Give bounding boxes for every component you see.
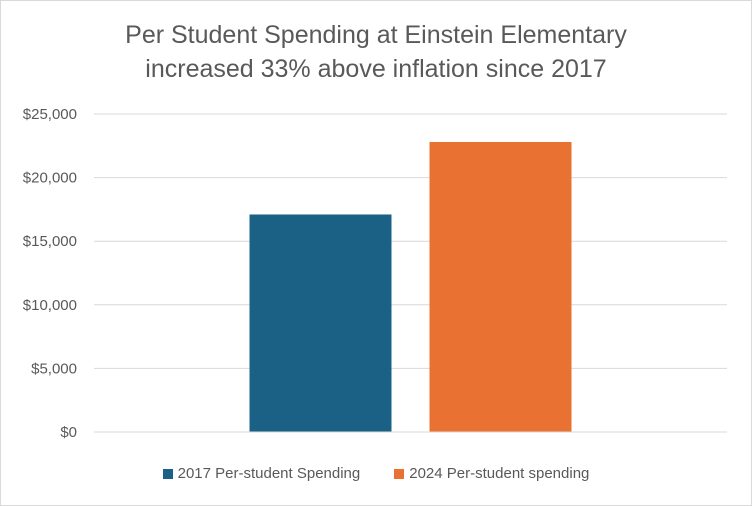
legend-label-2017: 2017 Per-student Spending: [177, 465, 361, 482]
legend: 2017 Per-student Spending 2024 Per-stude…: [0, 464, 752, 484]
y-tick-label: $25,000: [23, 106, 77, 123]
y-tick-label: $10,000: [23, 297, 77, 314]
legend-item-2024: 2024 Per-student spending: [394, 464, 589, 484]
bars: [249, 141, 572, 432]
bar-2017: [249, 214, 392, 432]
legend-item-2017: 2017 Per-student Spending: [162, 464, 361, 484]
legend-swatch-2024: [394, 469, 405, 479]
chart-title-line-2: increased 33% above inflation since 2017: [145, 55, 607, 83]
bar-2024: [429, 141, 572, 432]
legend-swatch-2017: [162, 469, 173, 479]
y-tick-label: $15,000: [23, 233, 77, 250]
y-tick-label: $0: [60, 424, 77, 441]
legend-label-2024: 2024 Per-student spending: [409, 465, 590, 482]
chart-title: Per Student Spending at Einstein Element…: [0, 18, 752, 86]
chart-title-line-1: Per Student Spending at Einstein Element…: [125, 21, 627, 49]
gridlines: [94, 113, 727, 369]
y-axis-tick-labels: $0 $5,000 $10,000 $15,000 $20,000 $25,000: [23, 106, 77, 441]
y-tick-label: $5,000: [31, 360, 77, 377]
y-tick-label: $20,000: [23, 170, 77, 187]
